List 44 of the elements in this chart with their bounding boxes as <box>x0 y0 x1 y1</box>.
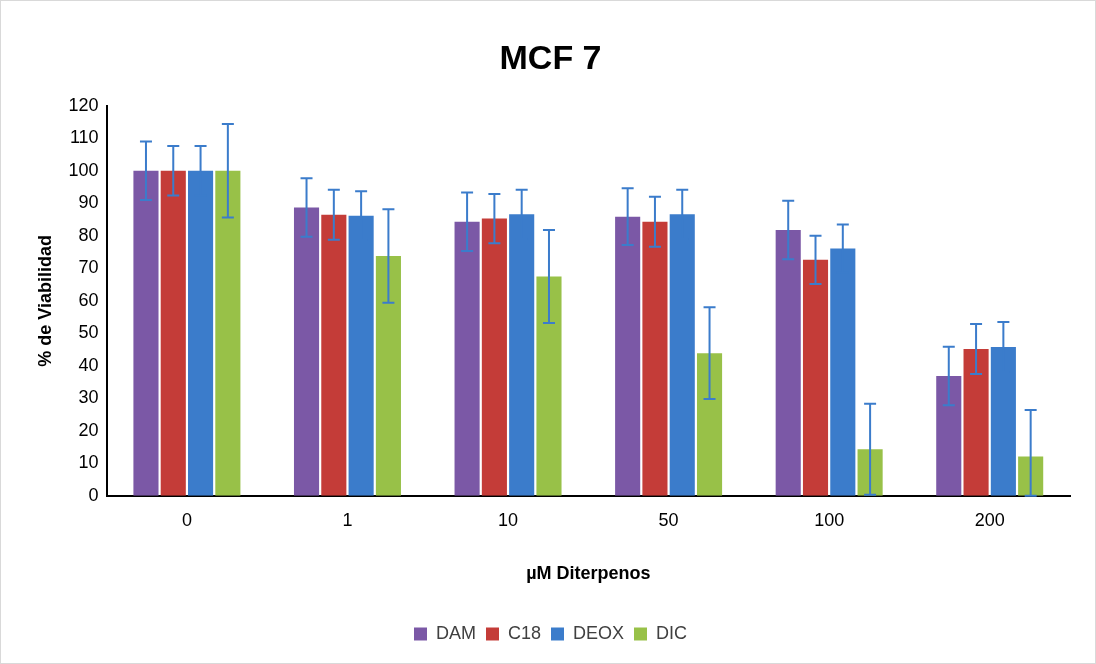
x-tick-label: 0 <box>181 509 192 530</box>
y-axis-title: % de Viabilidad <box>34 234 55 367</box>
bar <box>293 207 320 496</box>
legend-label: C18 <box>507 622 542 643</box>
x-tick-label: 10 <box>498 509 519 530</box>
y-tick-label: 30 <box>78 387 99 408</box>
legend-label: DEOX <box>573 622 625 643</box>
x-tick-label: 200 <box>974 509 1005 530</box>
x-axis-title: µM Diterpenos <box>526 563 651 584</box>
y-tick-label: 80 <box>78 224 99 245</box>
y-tick-label: 90 <box>78 192 99 213</box>
y-tick-label: 20 <box>78 419 99 440</box>
bar <box>936 375 962 496</box>
legend-label: DIC <box>656 622 688 643</box>
y-tick-label: 120 <box>68 94 99 115</box>
bar <box>215 170 241 496</box>
bar <box>454 221 480 496</box>
bar <box>775 229 801 496</box>
bar <box>696 353 723 496</box>
y-tick-label: 10 <box>78 452 99 473</box>
bar <box>536 276 562 496</box>
bar <box>160 170 186 496</box>
x-tick-label: 1 <box>342 509 353 530</box>
x-tick-label: 100 <box>814 509 845 530</box>
y-tick-label: 100 <box>68 159 99 180</box>
y-tick-label: 110 <box>69 127 99 148</box>
y-tick-label: 50 <box>78 322 99 343</box>
bar <box>1018 456 1044 496</box>
bar <box>133 170 159 496</box>
y-tick-label: 40 <box>78 354 99 375</box>
y-tick-label: 70 <box>78 257 99 278</box>
bar <box>481 218 507 496</box>
bar <box>375 255 401 496</box>
bar <box>857 449 883 496</box>
y-tick-label: 60 <box>78 289 99 310</box>
bar <box>642 221 668 496</box>
chart-title: MCF 7 <box>499 37 602 76</box>
y-tick-label: 0 <box>88 484 99 505</box>
legend-label: DAM <box>435 622 476 643</box>
bar <box>321 214 347 496</box>
bar <box>802 259 829 496</box>
bar <box>615 216 641 496</box>
bar <box>963 348 989 496</box>
x-tick-label: 50 <box>658 509 679 530</box>
